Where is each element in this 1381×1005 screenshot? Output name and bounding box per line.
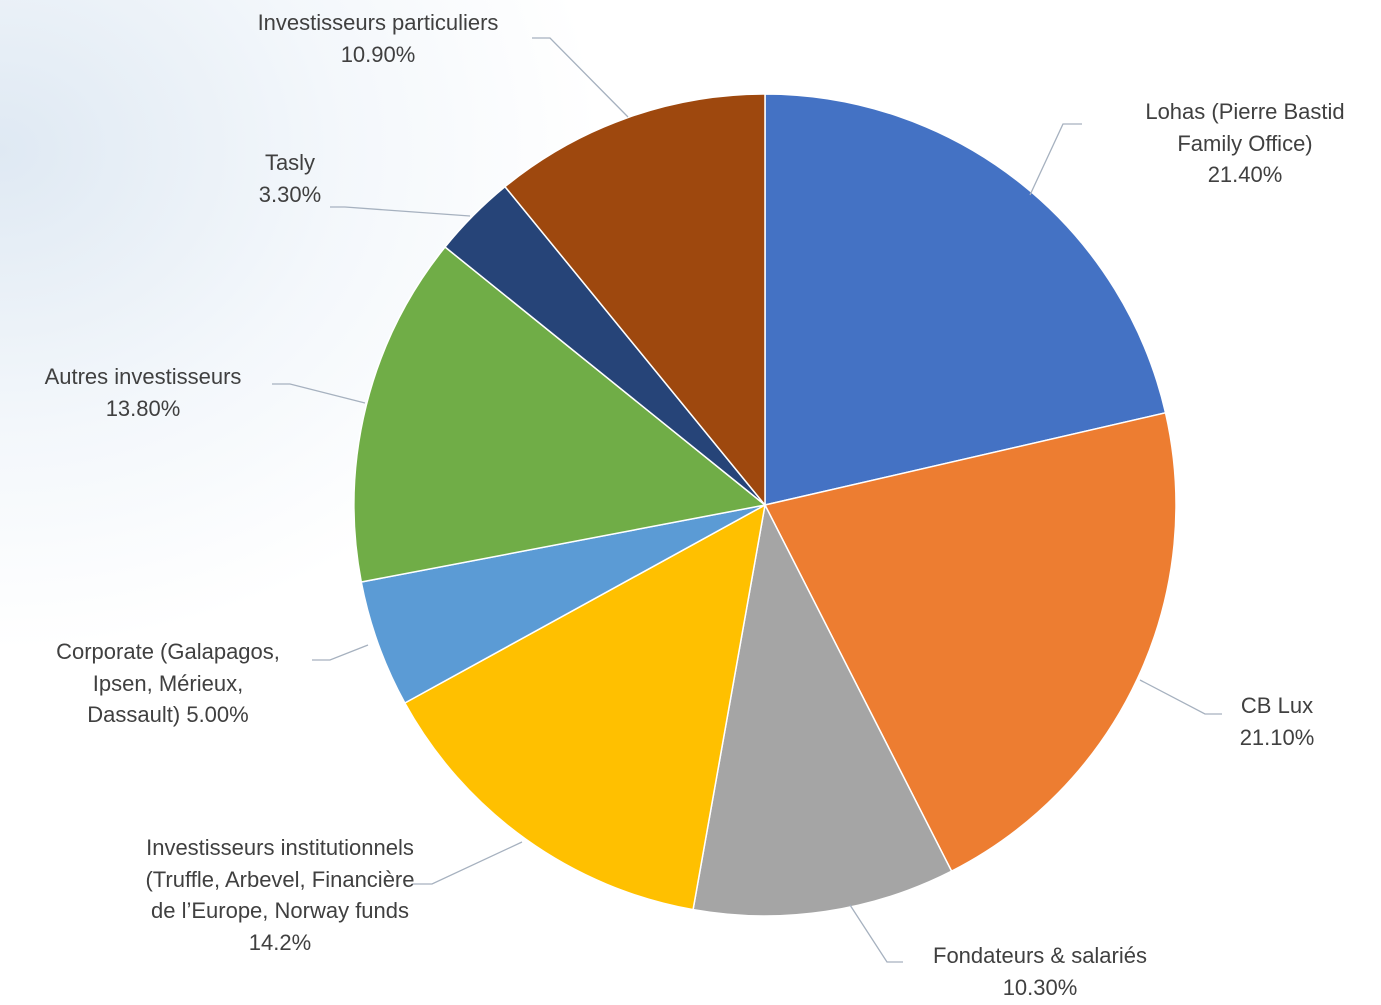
data-label: Tasly 3.30% xyxy=(215,147,365,210)
data-label: Autres investisseurs 13.80% xyxy=(0,361,288,424)
leader-lines xyxy=(272,37,1222,963)
data-label: Lohas (Pierre Bastid Family Office) 21.4… xyxy=(1120,96,1370,191)
data-label: Investisseurs particuliers 10.90% xyxy=(208,7,548,70)
value-label: 13.80% xyxy=(105,395,181,421)
value-label: 21.10% xyxy=(1239,724,1315,750)
value-label: 10.90% xyxy=(340,41,416,67)
data-label: Investisseurs institutionnels (Truffle, … xyxy=(143,832,418,958)
pie-slice xyxy=(764,93,1167,506)
leader-line xyxy=(272,383,366,404)
value-label: 14.2% xyxy=(248,929,312,955)
value-label: 3.30% xyxy=(258,181,322,207)
value-label: 5.00% xyxy=(186,702,249,727)
pie-slice xyxy=(763,411,1177,873)
leader-line xyxy=(1139,679,1222,715)
category-label: Investisseurs particuliers xyxy=(257,10,499,35)
slices xyxy=(353,93,1177,917)
data-label: CB Lux 21.10% xyxy=(1202,690,1352,753)
leader-line xyxy=(330,206,471,217)
pie-slice xyxy=(503,93,766,508)
leader-line xyxy=(532,37,629,118)
category-label: Fondateurs & salariés xyxy=(933,943,1147,968)
data-label: Corporate (Galapagos, Ipsen, Mérieux, Da… xyxy=(46,636,291,731)
leader-line xyxy=(412,841,523,885)
category-label: Tasly xyxy=(264,150,316,175)
data-label: Fondateurs & salariés 10.30% xyxy=(890,940,1190,1003)
value-label: 21.40% xyxy=(1207,162,1283,187)
value-label: 10.30% xyxy=(1002,974,1078,1000)
leader-line xyxy=(312,644,369,661)
leader-line xyxy=(849,904,903,963)
pie-slice xyxy=(692,502,953,917)
category-label: Lohas (Pierre Bastid Family Office) xyxy=(1145,99,1345,156)
leader-line xyxy=(1029,123,1082,196)
category-label: CB Lux xyxy=(1240,693,1314,718)
pie-slice xyxy=(353,245,767,583)
category-label: Corporate (Galapagos, Ipsen, Mérieux, Da… xyxy=(56,639,280,727)
category-label: Autres investisseurs xyxy=(44,364,242,389)
pie-slice xyxy=(403,503,767,911)
category-label: Investisseurs institutionnels (Truffle, … xyxy=(145,835,415,923)
